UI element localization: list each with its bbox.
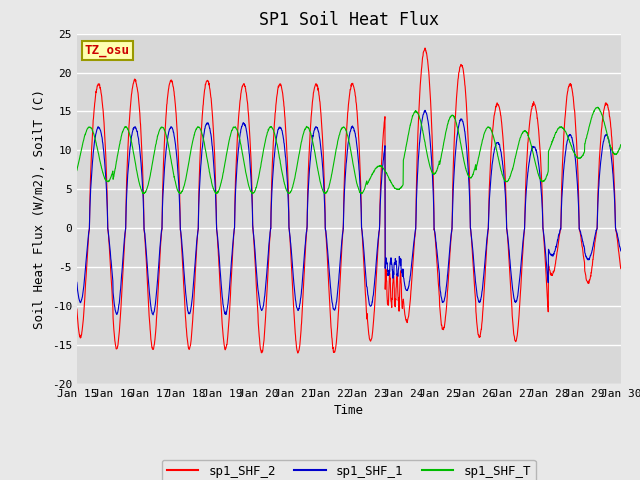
sp1_SHF_2 [294, 350, 301, 356]
sp1_SHF_T [225, 141, 232, 146]
Line: sp1_SHF_1: sp1_SHF_1 [77, 110, 621, 315]
sp1_SHF_2 [617, 266, 625, 272]
Y-axis label: Soil Heat Flux (W/m2), SoilT (C): Soil Heat Flux (W/m2), SoilT (C) [33, 89, 46, 329]
sp1_SHF_T [248, 191, 256, 197]
sp1_SHF_1 [617, 248, 625, 254]
sp1_SHF_2 [508, 295, 515, 300]
Line: sp1_SHF_2: sp1_SHF_2 [77, 48, 621, 353]
sp1_SHF_1 [376, 197, 384, 203]
Text: TZ_osu: TZ_osu [85, 44, 130, 57]
sp1_SHF_2 [225, 324, 232, 330]
sp1_SHF_T [569, 148, 577, 154]
sp1_SHF_T [365, 179, 372, 185]
Legend: sp1_SHF_2, sp1_SHF_1, sp1_SHF_T: sp1_SHF_2, sp1_SHF_1, sp1_SHF_T [162, 460, 536, 480]
sp1_SHF_2 [584, 280, 592, 286]
sp1_SHF_T [376, 163, 384, 168]
sp1_SHF_2 [421, 45, 429, 51]
sp1_SHF_1 [73, 279, 81, 285]
sp1_SHF_1 [365, 297, 372, 303]
sp1_SHF_1 [225, 294, 232, 300]
sp1_SHF_1 [584, 256, 592, 262]
X-axis label: Time: Time [334, 405, 364, 418]
sp1_SHF_1 [508, 271, 515, 277]
sp1_SHF_T [617, 142, 625, 147]
sp1_SHF_1 [421, 108, 429, 113]
sp1_SHF_2 [365, 329, 372, 335]
Title: SP1 Soil Heat Flux: SP1 Soil Heat Flux [259, 11, 439, 29]
sp1_SHF_2 [570, 94, 577, 99]
sp1_SHF_2 [73, 306, 81, 312]
sp1_SHF_1 [570, 141, 577, 147]
sp1_SHF_2 [376, 187, 384, 192]
sp1_SHF_T [507, 171, 515, 177]
sp1_SHF_T [584, 128, 592, 134]
sp1_SHF_T [73, 168, 81, 173]
sp1_SHF_T [594, 104, 602, 110]
Line: sp1_SHF_T: sp1_SHF_T [77, 107, 621, 194]
sp1_SHF_1 [149, 312, 157, 318]
